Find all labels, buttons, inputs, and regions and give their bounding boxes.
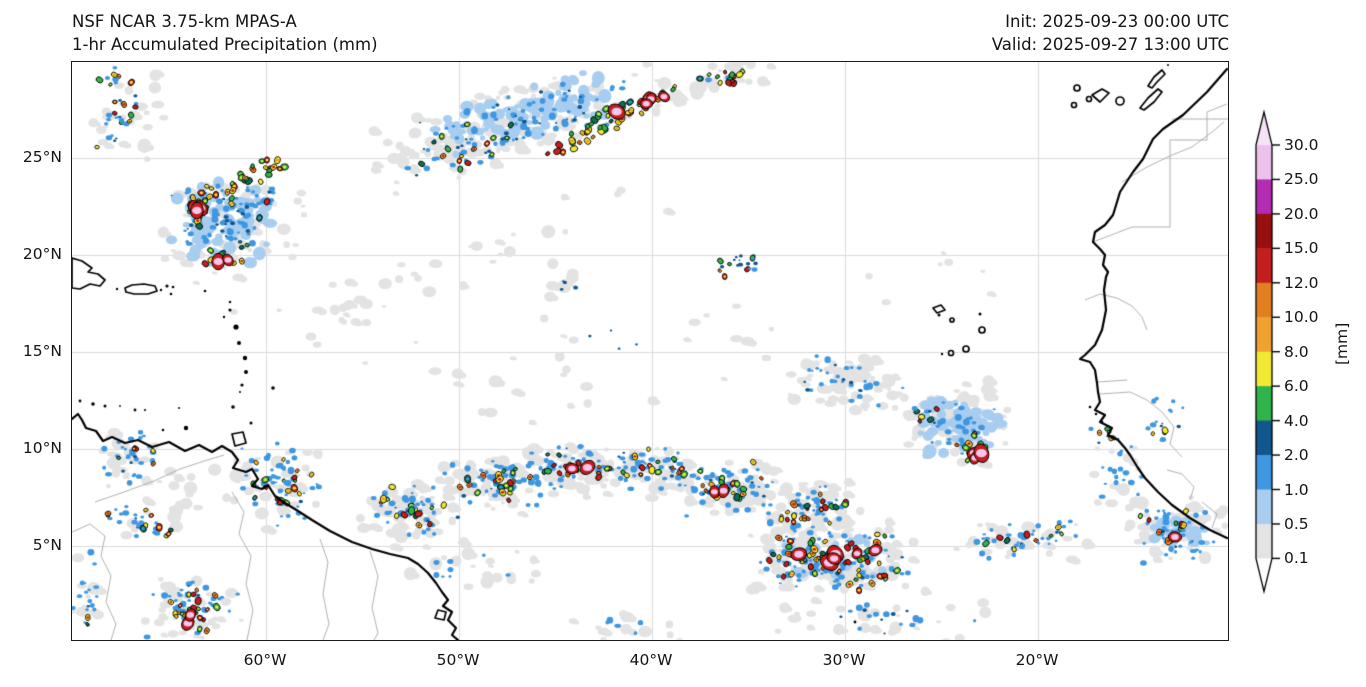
plot-title: NSF NCAR 3.75-km MPAS-A 1-hr Accumulated … [72,10,378,56]
valid-time: Valid: 2025-09-27 13:00 UTC [991,35,1229,54]
lon-tick-label: 60°W [243,651,287,669]
colorbar-tick-label: 8.0 [1284,342,1309,361]
colorbar-tick-label: 12.0 [1284,273,1319,292]
colorbar-tick-label: 10.0 [1284,308,1319,327]
colorbar-tick-label: 30.0 [1284,136,1319,154]
lat-tick-label: 10°N [22,439,62,457]
colorbar-unit-label: [mm] [1333,322,1351,365]
map-frame [71,61,1229,641]
lat-tick-label: 25°N [22,148,62,166]
lat-tick-label: 15°N [22,342,62,360]
colorbar-tick-label: 4.0 [1284,411,1309,430]
colorbar-tick-label: 0.5 [1284,514,1309,533]
time-info: Init: 2025-09-23 00:00 UTC Valid: 2025-09… [992,10,1229,56]
variable-name: 1-hr Accumulated Precipitation (mm) [72,35,378,54]
colorbar-tick-label: 6.0 [1284,377,1309,396]
precipitation-map-canvas [72,62,1228,640]
colorbar-tick-label: 2.0 [1284,446,1309,465]
colorbar-tick-label: 25.0 [1284,170,1319,189]
model-name: NSF NCAR 3.75-km MPAS-A [72,12,297,31]
colorbar-tick-label: 0.1 [1284,549,1309,568]
lat-tick-label: 20°N [22,245,62,263]
colorbar-tick-label: 15.0 [1284,239,1319,258]
lon-tick-label: 50°W [436,651,480,669]
init-time: Init: 2025-09-23 00:00 UTC [1005,12,1229,31]
colorbar [1248,100,1292,610]
lat-tick-label: 5°N [32,536,62,554]
lon-tick-label: 40°W [629,651,673,669]
lon-tick-label: 20°W [1015,651,1059,669]
lon-tick-label: 30°W [822,651,866,669]
colorbar-tick-label: 20.0 [1284,204,1319,223]
colorbar-tick-label: 1.0 [1284,480,1309,499]
